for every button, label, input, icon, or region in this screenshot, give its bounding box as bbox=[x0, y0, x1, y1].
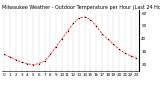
Text: Milwaukee Weather - Outdoor Temperature per Hour (Last 24 Hours): Milwaukee Weather - Outdoor Temperature … bbox=[2, 5, 160, 10]
